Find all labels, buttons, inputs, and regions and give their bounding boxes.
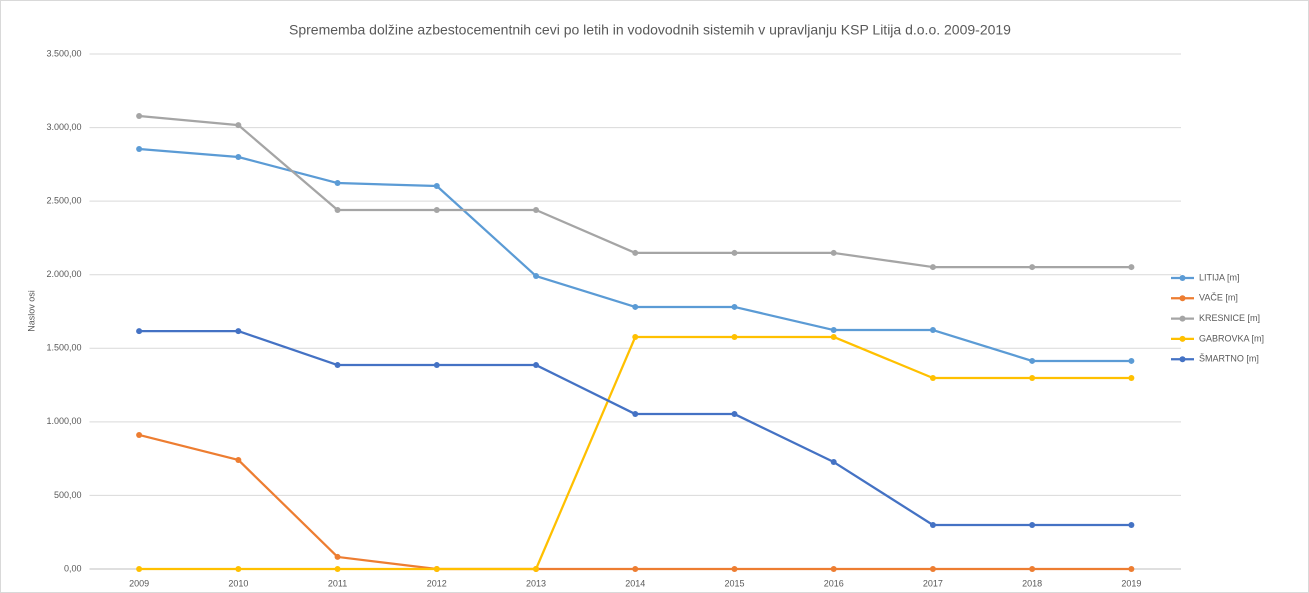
data-point bbox=[1029, 522, 1036, 529]
data-point bbox=[830, 566, 837, 572]
data-point bbox=[136, 431, 143, 438]
data-point bbox=[731, 303, 738, 310]
x-tick-label: 2012 bbox=[427, 578, 447, 588]
data-point bbox=[235, 566, 242, 572]
data-point bbox=[1128, 264, 1135, 271]
legend-label: GABROVKA [m] bbox=[1199, 333, 1264, 343]
legend-marker bbox=[1179, 315, 1186, 322]
data-point bbox=[632, 333, 639, 340]
legend-marker bbox=[1179, 335, 1186, 342]
data-point bbox=[235, 328, 242, 335]
data-point bbox=[433, 206, 440, 213]
data-point bbox=[136, 566, 143, 572]
y-tick-label: 3.500,00 bbox=[46, 48, 81, 58]
data-point bbox=[929, 264, 936, 271]
data-point bbox=[929, 327, 936, 334]
data-point bbox=[830, 459, 837, 466]
x-tick-label: 2015 bbox=[724, 578, 744, 588]
legend-marker bbox=[1179, 275, 1186, 281]
x-tick-label: 2010 bbox=[228, 578, 248, 588]
data-point bbox=[1128, 522, 1135, 529]
data-point bbox=[830, 249, 837, 256]
data-point bbox=[433, 362, 440, 369]
data-point bbox=[632, 303, 639, 310]
x-tick-label: 2018 bbox=[1022, 578, 1042, 588]
data-point bbox=[334, 566, 341, 572]
data-point bbox=[533, 362, 540, 369]
data-point bbox=[235, 122, 242, 129]
x-tick-label: 2016 bbox=[824, 578, 844, 588]
data-point bbox=[334, 553, 341, 560]
data-point bbox=[929, 375, 936, 382]
y-tick-label: 0,00 bbox=[64, 563, 82, 573]
data-point bbox=[731, 566, 738, 572]
data-point bbox=[433, 182, 440, 189]
data-point bbox=[731, 249, 738, 256]
data-point bbox=[334, 180, 341, 187]
x-tick-label: 2011 bbox=[328, 578, 347, 588]
data-point bbox=[334, 206, 341, 213]
data-point bbox=[632, 249, 639, 256]
legend-marker bbox=[1179, 295, 1186, 302]
y-axis-label: Naslov osi bbox=[26, 290, 36, 332]
data-point bbox=[632, 411, 639, 418]
data-point bbox=[533, 273, 540, 280]
data-point bbox=[533, 566, 540, 572]
y-tick-label: 1.000,00 bbox=[46, 416, 81, 426]
data-point bbox=[1029, 357, 1036, 364]
data-point bbox=[632, 566, 639, 572]
data-point bbox=[136, 112, 143, 119]
data-point bbox=[136, 328, 143, 335]
y-tick-label: 500,00 bbox=[54, 490, 82, 500]
legend-label: VAČE [m] bbox=[1199, 293, 1238, 303]
data-point bbox=[731, 333, 738, 340]
legend-label: LITIJA [m] bbox=[1199, 272, 1240, 282]
data-point bbox=[235, 456, 242, 463]
data-point bbox=[929, 566, 936, 572]
data-point bbox=[1128, 357, 1135, 364]
data-point bbox=[1029, 566, 1036, 572]
x-tick-label: 2013 bbox=[526, 578, 546, 588]
y-tick-label: 1.500,00 bbox=[46, 343, 81, 353]
x-tick-label: 2019 bbox=[1121, 578, 1141, 588]
data-point bbox=[731, 411, 738, 418]
legend-label: KRESNICE [m] bbox=[1199, 313, 1260, 323]
data-point bbox=[1128, 375, 1135, 382]
data-point bbox=[334, 362, 341, 369]
x-tick-label: 2017 bbox=[923, 578, 943, 588]
y-tick-label: 2.500,00 bbox=[46, 196, 81, 206]
data-point bbox=[136, 146, 143, 153]
data-point bbox=[1128, 566, 1135, 572]
y-tick-label: 3.000,00 bbox=[46, 122, 81, 132]
data-point bbox=[433, 566, 440, 572]
data-point bbox=[235, 154, 242, 160]
legend-marker bbox=[1179, 356, 1186, 363]
legend-label: ŠMARTNO [m] bbox=[1199, 354, 1259, 364]
x-tick-label: 2009 bbox=[129, 578, 149, 588]
chart-title: Sprememba dolžine azbestocementnih cevi … bbox=[289, 22, 1011, 38]
data-point bbox=[929, 522, 936, 529]
data-point bbox=[1029, 375, 1036, 382]
x-tick-label: 2014 bbox=[625, 578, 645, 588]
data-point bbox=[533, 206, 540, 213]
data-point bbox=[1029, 264, 1036, 271]
data-point bbox=[830, 333, 837, 340]
y-tick-label: 2.000,00 bbox=[46, 269, 81, 279]
data-point bbox=[830, 327, 837, 334]
